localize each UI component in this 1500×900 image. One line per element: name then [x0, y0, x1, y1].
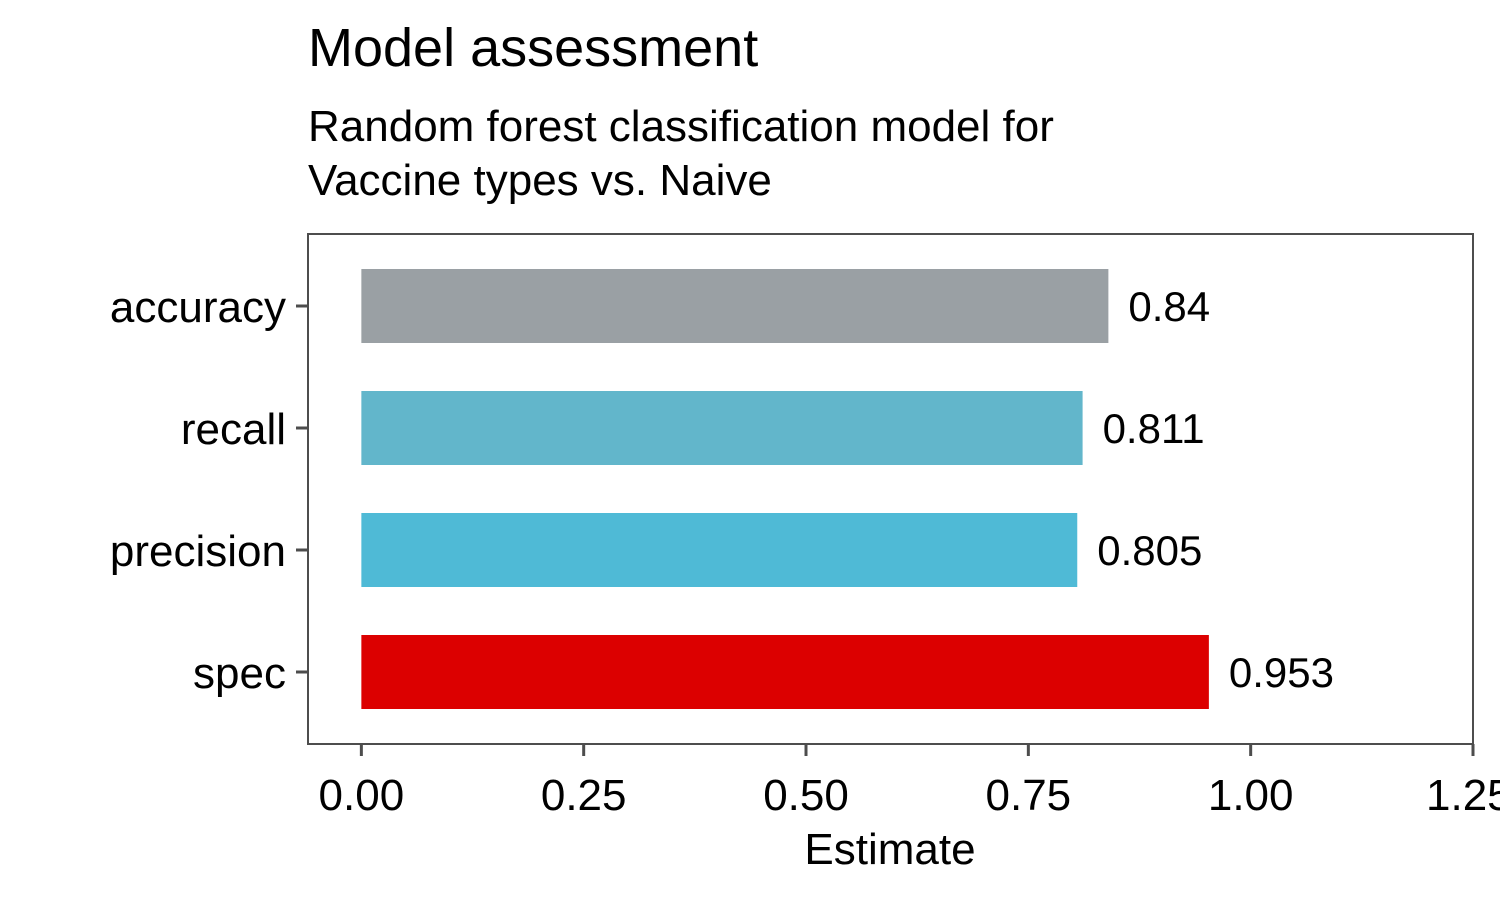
chart-title: Model assessment	[308, 18, 759, 78]
bar-precision	[361, 513, 1078, 587]
bars-group	[361, 269, 1209, 709]
x-tick-label-1: 0.25	[541, 771, 627, 820]
y-tick-label-accuracy: accuracy	[110, 283, 286, 332]
value-label-recall: 0.811	[1103, 405, 1205, 452]
x-tick-label-4: 1.00	[1208, 771, 1294, 820]
y-tick-label-precision: precision	[110, 527, 286, 576]
x-tick-label-5: 1.25	[1426, 771, 1500, 820]
value-label-precision: 0.805	[1097, 527, 1202, 574]
value-labels-group: 0.84 0.811 0.805 0.953	[1097, 283, 1334, 696]
y-axis: accuracy recall precision spec	[110, 283, 308, 698]
y-tick-label-spec: spec	[193, 649, 286, 698]
bar-spec	[361, 635, 1209, 709]
bar-recall	[361, 391, 1083, 465]
x-tick-label-3: 0.75	[986, 771, 1072, 820]
plot-panel-border	[307, 233, 1474, 745]
value-label-accuracy: 0.84	[1128, 283, 1210, 330]
x-tick-label-0: 0.00	[319, 771, 405, 820]
chart-subtitle: Random forest classification model for V…	[308, 100, 1054, 208]
x-axis: 0.00 0.25 0.50 0.75 1.00 1.25	[319, 744, 1500, 820]
chart-subtitle-line-2: Vaccine types vs. Naive	[308, 156, 772, 205]
x-axis-title: Estimate	[804, 825, 975, 874]
chart-subtitle-line-1: Random forest classification model for	[308, 102, 1054, 151]
bar-accuracy	[361, 269, 1109, 343]
value-label-spec: 0.953	[1229, 649, 1334, 696]
x-tick-label-2: 0.50	[763, 771, 849, 820]
y-tick-label-recall: recall	[181, 405, 286, 454]
